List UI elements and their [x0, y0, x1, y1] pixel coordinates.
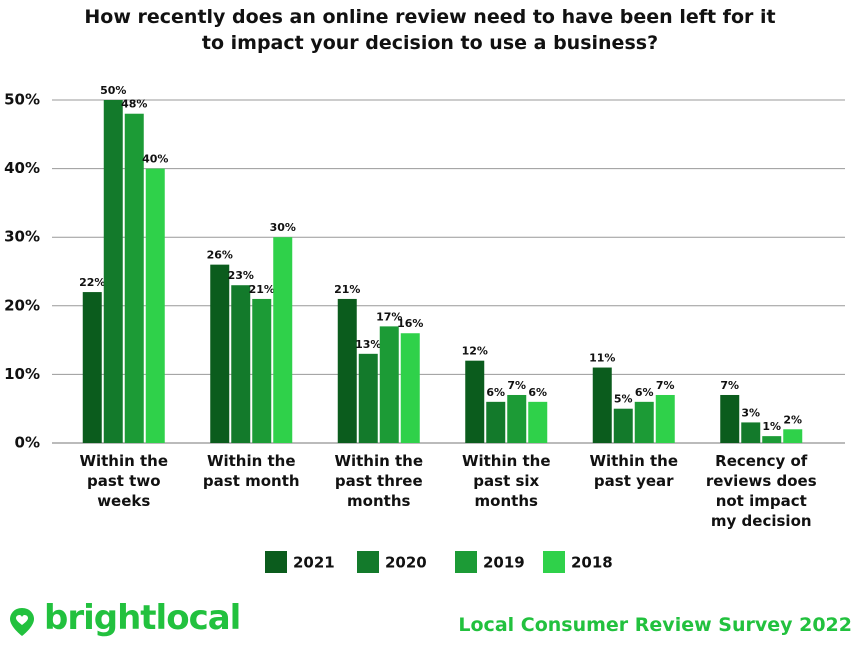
value-label: 7% — [507, 379, 526, 392]
legend-label: 2021 — [293, 554, 335, 572]
bar — [379, 326, 399, 443]
value-label: 17% — [376, 310, 402, 323]
bar — [720, 394, 740, 443]
value-label: 48% — [121, 98, 147, 111]
bar — [528, 401, 548, 443]
value-label: 6% — [486, 386, 505, 399]
bar — [145, 168, 165, 443]
y-tick-label: 10% — [4, 365, 40, 383]
value-label: 3% — [741, 406, 760, 419]
y-tick-label: 50% — [4, 91, 40, 109]
legend-swatch — [543, 551, 565, 573]
legend-swatch — [265, 551, 287, 573]
bar — [507, 394, 527, 443]
value-label: 23% — [228, 269, 254, 282]
bar — [741, 422, 761, 443]
value-label: 21% — [249, 283, 275, 296]
legend-label: 2020 — [385, 554, 427, 572]
y-tick-label: 20% — [4, 296, 40, 314]
x-tick-label: Within the past three months — [334, 452, 424, 510]
chart-title: How recently does an online review need … — [84, 6, 776, 54]
bar — [124, 113, 144, 443]
bar — [231, 285, 251, 443]
value-label: 26% — [207, 249, 233, 262]
value-label: 30% — [270, 221, 296, 234]
value-label: 2% — [783, 413, 802, 426]
bar — [762, 436, 782, 443]
y-tick-label: 30% — [4, 228, 40, 246]
y-tick-label: 0% — [15, 434, 40, 452]
bar — [82, 292, 102, 443]
bar — [592, 367, 612, 443]
value-label: 7% — [720, 379, 739, 392]
value-label: 22% — [79, 276, 105, 289]
bar — [783, 429, 803, 443]
x-tick-label: Within the past year — [589, 452, 679, 490]
bar — [252, 298, 272, 443]
bar — [465, 360, 485, 443]
bar — [634, 401, 654, 443]
value-label: 1% — [762, 420, 781, 433]
footer: Local Consumer Review Survey 2022 — [458, 614, 852, 636]
brand-icon — [10, 608, 34, 636]
bar — [103, 100, 123, 443]
value-label: 5% — [614, 393, 633, 406]
value-label: 21% — [334, 283, 360, 296]
value-label: 12% — [462, 345, 488, 358]
x-tick-label: Recency of reviews does not impact my de… — [705, 452, 817, 530]
value-label: 6% — [635, 386, 654, 399]
bar — [358, 353, 378, 443]
value-label: 6% — [528, 386, 547, 399]
bar — [400, 333, 420, 443]
x-tick-label: Within the past six months — [461, 452, 551, 510]
value-label: 13% — [355, 338, 381, 351]
value-label: 50% — [100, 84, 126, 97]
brand: brightlocal — [44, 598, 241, 638]
x-tick-label: Within the past two weeks — [79, 452, 169, 510]
bar — [655, 394, 675, 443]
bar — [210, 264, 230, 443]
bar — [273, 237, 293, 443]
legend-swatch — [357, 551, 379, 573]
x-tick-label: Within the past month — [202, 452, 300, 490]
bar — [486, 401, 506, 443]
value-label: 7% — [656, 379, 675, 392]
bar — [613, 408, 633, 443]
legend-swatch — [455, 551, 477, 573]
bar — [337, 298, 357, 443]
legend-label: 2019 — [483, 554, 525, 572]
value-label: 16% — [397, 317, 423, 330]
y-tick-label: 40% — [4, 159, 40, 177]
value-label: 11% — [589, 352, 615, 365]
value-label: 40% — [142, 153, 168, 166]
legend-label: 2018 — [571, 554, 613, 572]
